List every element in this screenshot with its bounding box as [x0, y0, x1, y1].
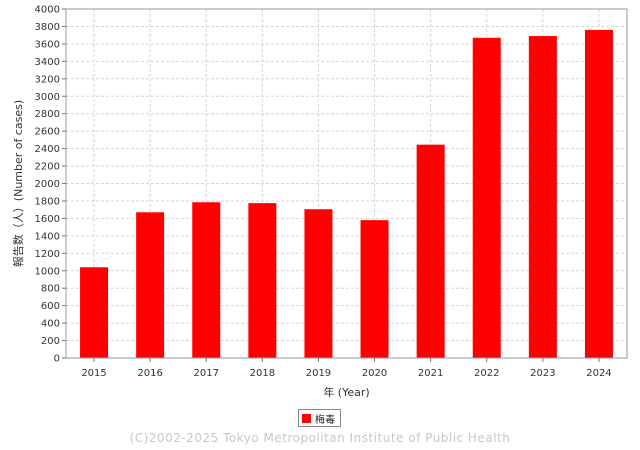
bar-2019	[304, 209, 333, 358]
x-tick-label: 2015	[81, 368, 106, 379]
x-tick-label: 2017	[194, 368, 219, 379]
y-tick-label: 2000	[35, 179, 60, 190]
bar-2022	[472, 37, 501, 358]
x-tick-label: 2024	[586, 368, 611, 379]
y-tick-label: 1800	[35, 196, 60, 207]
bar-2015	[80, 267, 109, 358]
y-tick-label: 3800	[35, 22, 60, 33]
y-axis-ticks: 0 200 400 600 800 1000 1200 1400 1600 1800 2000 220…	[35, 5, 66, 365]
y-tick-label: 1200	[35, 249, 60, 260]
x-tick-label: 2016	[137, 368, 162, 379]
bar-2017	[192, 202, 221, 358]
x-tick-label: 2020	[362, 368, 387, 379]
x-tick-label: 2023	[530, 368, 555, 379]
y-tick-label: 1600	[35, 214, 60, 225]
y-tick-label: 3400	[35, 57, 60, 68]
y-tick-label: 3000	[35, 92, 60, 103]
y-tick-label: 200	[41, 336, 60, 347]
y-tick-label: 4000	[35, 5, 60, 16]
y-tick-label: 2800	[35, 109, 60, 120]
y-tick-label: 400	[41, 319, 60, 330]
y-tick-label: 2200	[35, 162, 60, 173]
y-tick-label: 600	[41, 301, 60, 312]
x-tick-label: 2022	[474, 368, 499, 379]
x-tick-label: 2021	[418, 368, 443, 379]
y-tick-label: 1400	[35, 231, 60, 242]
y-tick-label: 2600	[35, 127, 60, 138]
y-tick-label: 0	[54, 354, 60, 365]
x-axis-ticks: 2015 2016 2017 2018 2019 2020 2021 2022 2023 2024	[81, 358, 612, 379]
y-tick-label: 800	[41, 284, 60, 295]
x-tick-label: 2019	[306, 368, 331, 379]
bar-2024	[584, 29, 613, 358]
y-tick-label: 3200	[35, 74, 60, 85]
bar-chart: 0 200 400 600 800 1000 1200 1400 1600 1800 2000 220…	[12, 5, 628, 399]
x-axis-title: 年 (Year)	[323, 385, 369, 399]
legend: 梅毒	[298, 409, 341, 427]
y-tick-label: 3600	[35, 39, 60, 50]
bar-2020	[360, 220, 389, 358]
legend-label: 梅毒	[315, 414, 335, 426]
y-tick-label: 2400	[35, 144, 60, 155]
bars	[66, 29, 627, 359]
legend-swatch	[302, 413, 311, 423]
y-tick-label: 1000	[35, 266, 60, 277]
bar-2021	[416, 144, 445, 358]
y-axis-title: 報告数（人）(Number of cases)	[12, 100, 25, 267]
bar-2023	[528, 36, 557, 359]
copyright-footer: (C)2002-2025 Tokyo Metropolitan Institut…	[129, 431, 511, 445]
x-tick-label: 2018	[250, 368, 275, 379]
bar-2018	[248, 203, 277, 358]
bar-2016	[136, 212, 165, 358]
